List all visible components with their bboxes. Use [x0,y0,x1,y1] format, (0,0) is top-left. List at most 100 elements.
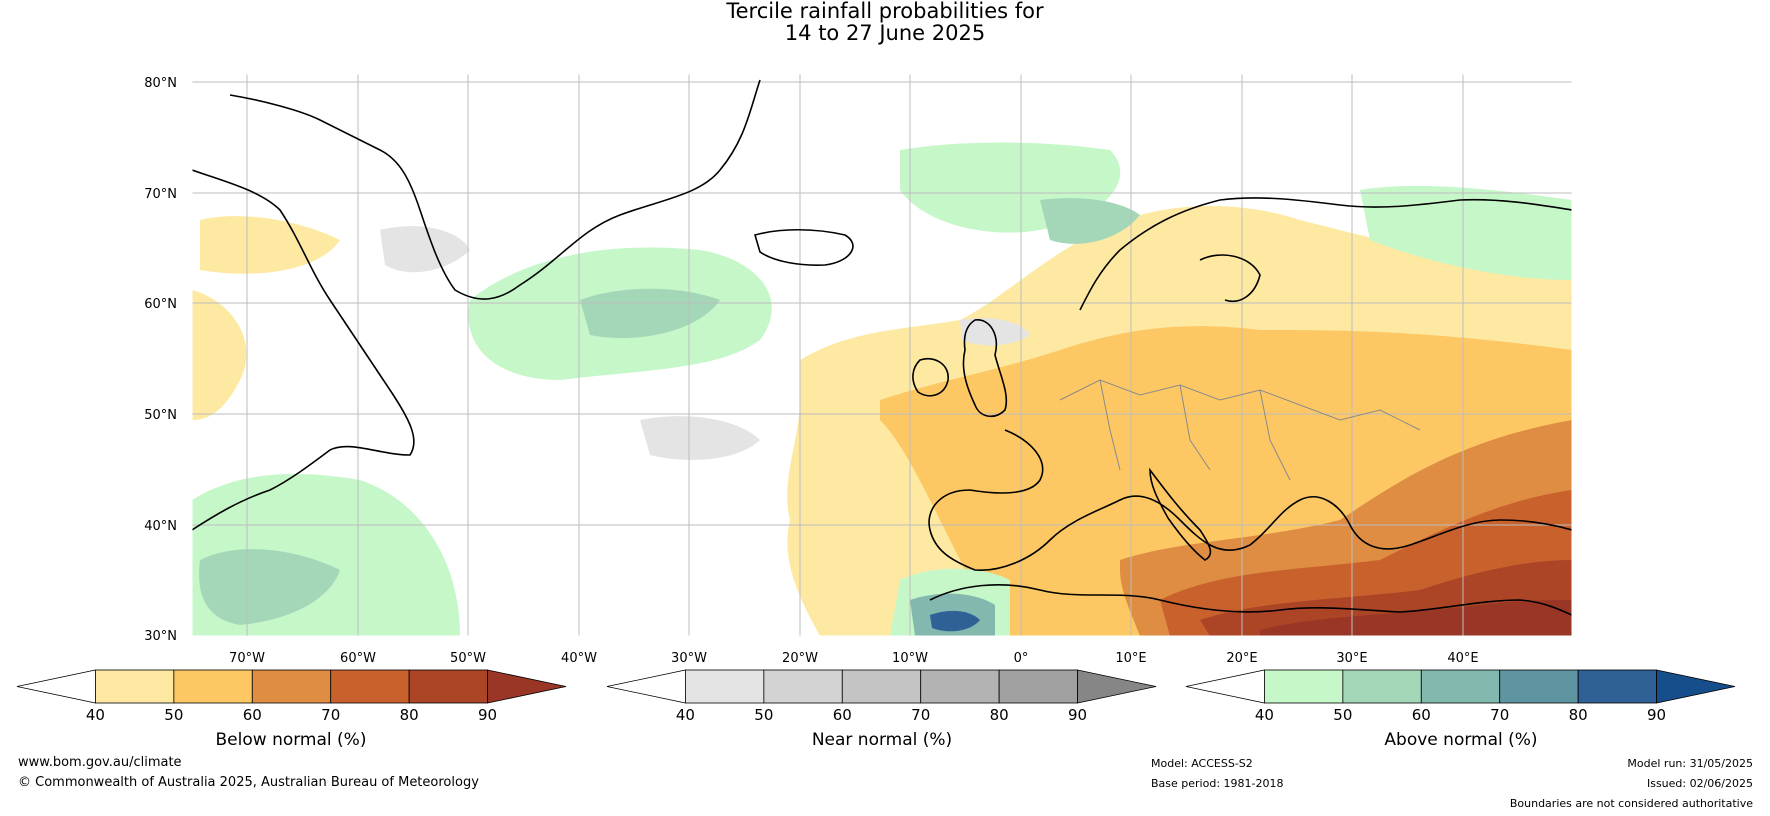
colorbar-segment [487,669,567,704]
europe-coastline [928,429,1572,571]
country-borders [1059,379,1421,481]
footer-base-period: Base period: 1981-2018 [1151,777,1284,790]
iceland-coastline [754,228,854,266]
colorbar-segment [841,669,922,704]
below-normal-40-west-region [192,290,247,420]
colorbar-tick-label: 80 [1569,706,1588,724]
footer-model: Model: ACCESS-S2 [1151,757,1253,770]
colorbar-segment [1342,669,1422,704]
near-normal-50-midatlantic-region [640,416,760,460]
colorbar-tick-label: 40 [86,706,105,724]
greenland-coastline [229,79,761,300]
colorbar-tick-label: 60 [243,706,262,724]
colorbar-tick-label: 50 [164,706,183,724]
colorbar-segment [1577,669,1657,704]
near-normal-50-greenland-sea-region [960,318,1030,346]
map-title-line-1: Tercile rainfall probabilities for [726,0,1044,23]
colorbar-segment [685,669,765,704]
above-normal-50-atlantic-region [580,288,720,339]
longitude-labels: 70°W 60°W 50°W 40°W 30°W 20°W 10°W 0° 10… [229,651,1479,666]
colorbar-tick-label: 60 [833,706,852,724]
graticule [192,74,1572,636]
colorbar-segment [1656,669,1736,704]
lon-label-30e: 30°E [1336,651,1367,666]
colorbar-tick-label: 50 [1333,706,1352,724]
below-normal-90-region [1260,600,1572,636]
lat-label-60n: 60°N [144,297,177,312]
map-panel [191,73,1573,637]
lon-label-60w: 60°W [340,651,376,666]
british-isles-coastline [912,319,1008,418]
colorbar-tick-label: 90 [478,706,497,724]
canada-coastline [192,169,415,531]
footer-url: www.bom.gov.au/climate [18,755,182,770]
footer-model-run: Model run: 31/05/2025 [1627,757,1753,770]
colorbar-segment [998,669,1078,704]
above-normal-80-canary-region [930,610,980,632]
colorbar-segment [1499,669,1579,704]
colorbar-segment [606,669,686,704]
footer-copyright: © Commonwealth of Australia 2025, Austra… [18,775,479,790]
colorbar-tick-label: 70 [911,706,930,724]
colorbar-segment [1077,669,1157,704]
lon-label-20e: 20°E [1226,651,1257,666]
lat-label-30n: 30°N [144,629,177,644]
lat-label-70n: 70°N [144,187,177,202]
lat-label-80n: 80°N [144,76,177,91]
colorbar-tick-label: 50 [754,706,773,724]
lon-label-30w: 30°W [671,651,707,666]
colorbar-segment [763,669,843,704]
colorbar-tick-label: 40 [1255,706,1274,724]
colorbar-segment [251,669,332,704]
coastlines [192,79,1572,616]
latitude-labels: 80°N 70°N 60°N 50°N 40°N 30°N [144,76,177,644]
colorbar-segment [95,669,175,704]
lon-label-0: 0° [1014,651,1029,666]
colorbar-label-below-normal: Below normal (%) [216,730,367,750]
map-title-line-2: 14 to 27 June 2025 [784,21,986,45]
colorbar-segment [1185,669,1265,704]
colorbar-segment [330,669,410,704]
below-normal-40-canada-region [200,216,340,274]
colorbar-segment [1264,669,1344,704]
colorbar-tick-label: 60 [1412,706,1431,724]
near-normal-50-region [380,226,470,273]
lon-label-10w: 10°W [892,651,928,666]
above-normal-40-arctic-region [1360,185,1572,280]
scandinavia-coastline [1079,197,1572,311]
colorbar-label-near-normal: Near normal (%) [812,730,952,750]
probability-fields [192,74,1572,636]
colorbar-tick-label: 80 [990,706,1009,724]
colorbar-near-normal: 40 50 60 70 80 90 [606,669,1157,724]
colorbar-segment [920,669,1000,704]
lon-label-70w: 70°W [229,651,265,666]
colorbar-tick-label: 70 [1490,706,1509,724]
colorbar-label-above-normal: Above normal (%) [1384,730,1537,750]
lon-label-40w: 40°W [561,651,597,666]
lon-label-40e: 40°E [1447,651,1478,666]
colorbar-segment [173,669,253,704]
colorbar-segment [16,669,96,704]
footer-boundaries-note: Boundaries are not considered authoritat… [1509,797,1753,810]
italy-coastline [1149,467,1212,561]
colorbar-segment [408,669,488,704]
colorbar-tick-label: 90 [1068,706,1087,724]
border-lines-europe [1059,379,1421,481]
footer-issued: Issued: 02/06/2025 [1646,777,1753,790]
colorbar-tick-label: 80 [400,706,419,724]
colorbar-above-normal: 40 50 60 70 80 90 [1185,669,1736,724]
lon-label-10e: 10°E [1115,651,1146,666]
lon-label-50w: 50°W [450,651,486,666]
colorbar-tick-label: 90 [1647,706,1666,724]
map-frame [191,73,1573,637]
africa-coastline [929,584,1572,616]
colorbar-below-normal: 40 50 60 70 80 90 [16,669,567,724]
above-normal-50-us-east-region [199,549,340,625]
lat-label-50n: 50°N [144,408,177,423]
lat-label-40n: 40°N [144,519,177,534]
colorbar-segment [1420,669,1501,704]
above-normal-50-norwegian-sea-region [1040,198,1140,244]
colorbar-tick-label: 40 [676,706,695,724]
lon-label-20w: 20°W [782,651,818,666]
